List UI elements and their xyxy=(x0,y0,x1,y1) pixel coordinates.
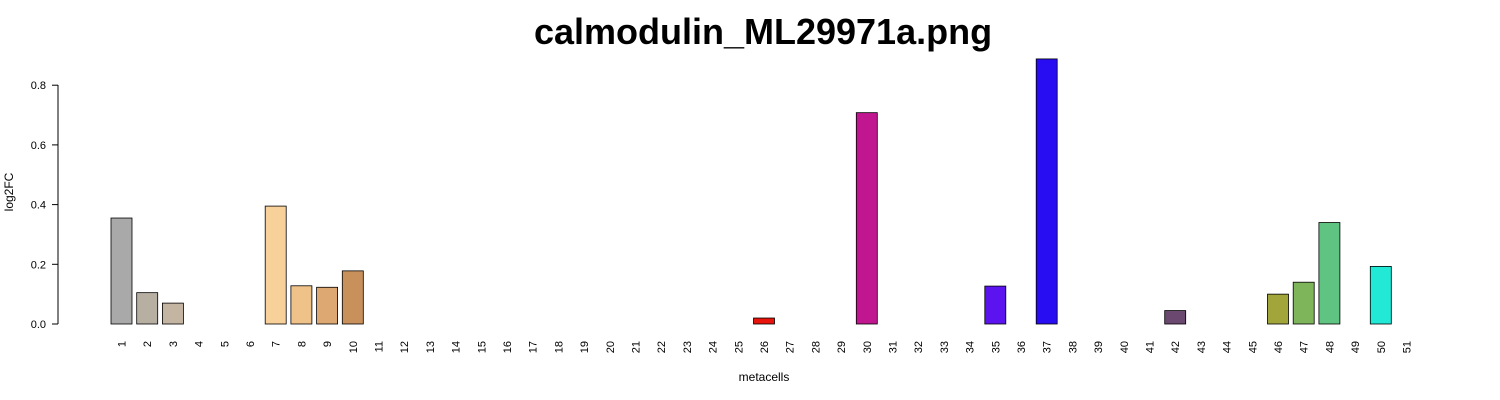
x-tick-label: 6 xyxy=(245,341,257,347)
x-tick-label: 39 xyxy=(1093,341,1105,353)
y-tick-label: 0.8 xyxy=(31,80,46,92)
x-tick-label: 25 xyxy=(733,341,745,353)
bar-metacell-37 xyxy=(1035,58,1058,325)
x-tick-label: 27 xyxy=(785,341,797,353)
x-tick-label: 37 xyxy=(1042,341,1054,353)
x-tick-label: 40 xyxy=(1119,341,1131,353)
x-tick-label: 31 xyxy=(888,341,900,353)
bar-metacell-9 xyxy=(316,286,339,325)
x-tick-label: 11 xyxy=(374,341,386,352)
x-tick-label: 14 xyxy=(451,341,463,353)
bars xyxy=(110,58,1392,325)
y-tick-label: 0.6 xyxy=(31,140,46,152)
x-tick-label: 43 xyxy=(1196,341,1208,353)
x-tick-label: 28 xyxy=(810,341,822,353)
x-tick-label: 8 xyxy=(296,341,308,347)
x-tick-label: 17 xyxy=(528,341,540,353)
x-tick-label: 5 xyxy=(219,341,231,347)
bar-metacell-35 xyxy=(984,285,1007,325)
x-tick-label: 35 xyxy=(990,341,1002,353)
x-tick-label: 32 xyxy=(913,341,925,353)
x-tick-label: 15 xyxy=(476,341,488,353)
x-tick-label: 2 xyxy=(142,341,154,347)
y-tick-label: 0.2 xyxy=(31,259,46,271)
x-tick-label: 22 xyxy=(656,341,668,353)
bar-metacell-2 xyxy=(136,292,159,325)
x-tick-label: 50 xyxy=(1376,341,1388,353)
bar-metacell-48 xyxy=(1318,222,1341,325)
x-tick-label: 36 xyxy=(1016,341,1028,353)
x-tick-label: 42 xyxy=(1170,341,1182,353)
y-axis-label: log2FC xyxy=(2,172,16,211)
x-tick-label: 49 xyxy=(1350,341,1362,353)
x-tick-label: 33 xyxy=(939,341,951,353)
x-tick-label: 51 xyxy=(1402,341,1414,353)
x-tick-label: 10 xyxy=(348,341,360,353)
x-tick-label: 38 xyxy=(1067,341,1079,353)
x-tick-label: 21 xyxy=(631,341,643,353)
x-tick-label: 19 xyxy=(579,341,591,353)
x-axis-tick-labels: 1 2 3 4 5 6 7 8 9 10 11 12 13 14 15 16 17 18 19 20 21 22 23 24 2… xyxy=(117,341,1414,353)
x-tick-label: 44 xyxy=(1222,341,1234,353)
x-tick-label: 24 xyxy=(708,341,720,353)
x-tick-label: 7 xyxy=(271,341,283,347)
y-axis-ticks: 0.0 0.2 0.4 0.6 0.8 xyxy=(31,80,58,331)
y-tick-label: 0.4 xyxy=(31,200,46,212)
x-tick-label: 29 xyxy=(836,341,848,353)
x-tick-label: 1 xyxy=(117,341,129,347)
x-tick-label: 20 xyxy=(605,341,617,353)
x-axis-label: metacells xyxy=(739,370,790,384)
x-tick-label: 30 xyxy=(862,341,874,353)
chart-title: calmodulin_ML29971a.png xyxy=(534,11,992,52)
x-tick-label: 46 xyxy=(1273,341,1285,353)
bar-metacell-3 xyxy=(161,302,184,325)
y-tick-label: 0.0 xyxy=(31,319,46,331)
bar-metacell-46 xyxy=(1267,293,1289,325)
bar-metacell-1 xyxy=(110,217,133,325)
x-tick-label: 12 xyxy=(399,341,411,353)
x-tick-label: 9 xyxy=(322,341,334,347)
x-tick-label: 3 xyxy=(168,341,180,347)
x-tick-label: 45 xyxy=(1247,341,1259,353)
x-tick-label: 48 xyxy=(1324,341,1336,353)
x-tick-label: 47 xyxy=(1299,341,1311,353)
x-tick-label: 26 xyxy=(759,341,771,353)
bar-metacell-26 xyxy=(753,317,775,325)
x-tick-label: 4 xyxy=(194,341,206,347)
x-tick-label: 18 xyxy=(553,341,565,353)
bar-metacell-8 xyxy=(290,285,313,325)
x-tick-label: 41 xyxy=(1145,341,1157,353)
bar-metacell-10 xyxy=(341,270,364,325)
x-tick-label: 13 xyxy=(425,341,437,353)
bar-metacell-7 xyxy=(264,205,287,325)
bar-metacell-30 xyxy=(855,112,878,325)
bar-metacell-42 xyxy=(1164,310,1187,325)
bar-metacell-47 xyxy=(1292,281,1315,325)
bar-metacell-50 xyxy=(1369,265,1392,325)
x-tick-label: 23 xyxy=(682,341,694,353)
x-tick-label: 34 xyxy=(965,341,977,353)
x-tick-label: 16 xyxy=(502,341,514,353)
